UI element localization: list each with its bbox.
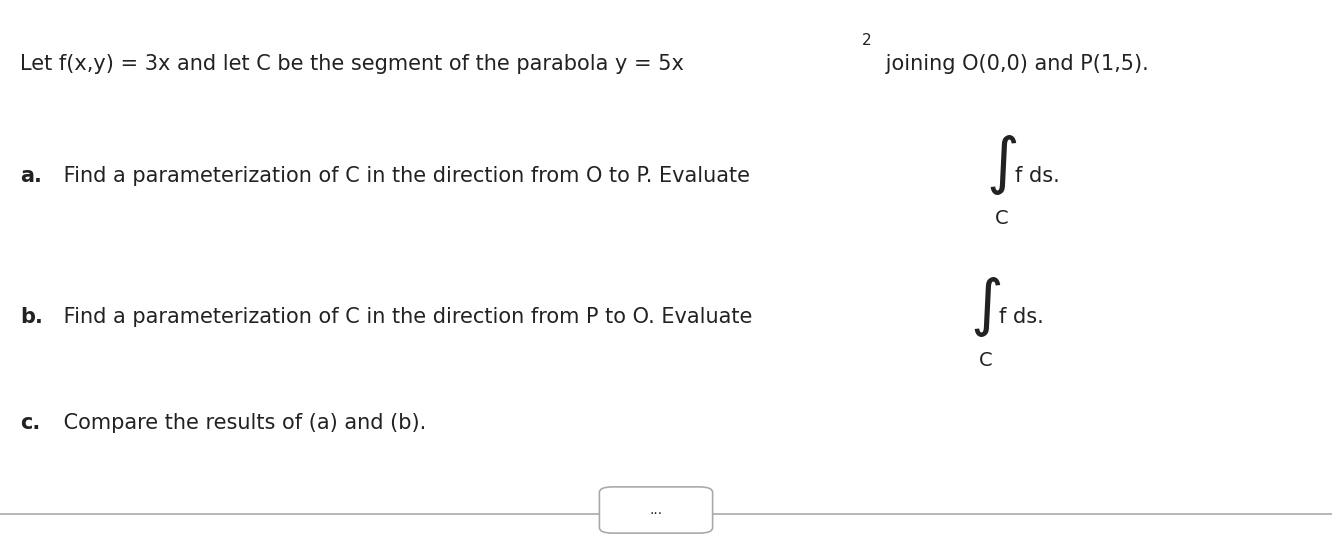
Text: c.: c.: [20, 413, 40, 434]
Text: ...: ...: [650, 503, 662, 517]
Text: $\int$: $\int$: [986, 133, 1016, 197]
Text: C: C: [995, 209, 1008, 228]
FancyBboxPatch shape: [599, 487, 713, 533]
Text: Find a parameterization of C in the direction from O to P. Evaluate: Find a parameterization of C in the dire…: [57, 166, 750, 186]
Text: b.: b.: [20, 307, 43, 327]
Text: C: C: [979, 351, 992, 370]
Text: 2: 2: [862, 33, 871, 48]
Text: f ds.: f ds.: [1015, 166, 1060, 186]
Text: $\int$: $\int$: [970, 275, 1000, 339]
Text: f ds.: f ds.: [999, 307, 1044, 327]
Text: Find a parameterization of C in the direction from P to O. Evaluate: Find a parameterization of C in the dire…: [57, 307, 753, 327]
Text: Compare the results of (a) and (b).: Compare the results of (a) and (b).: [57, 413, 426, 434]
Text: joining O(0,0) and P(1,5).: joining O(0,0) and P(1,5).: [879, 54, 1150, 75]
Text: Let f(x,y) = 3x and let C be the segment of the parabola y = 5x: Let f(x,y) = 3x and let C be the segment…: [20, 54, 683, 75]
Text: a.: a.: [20, 166, 41, 186]
